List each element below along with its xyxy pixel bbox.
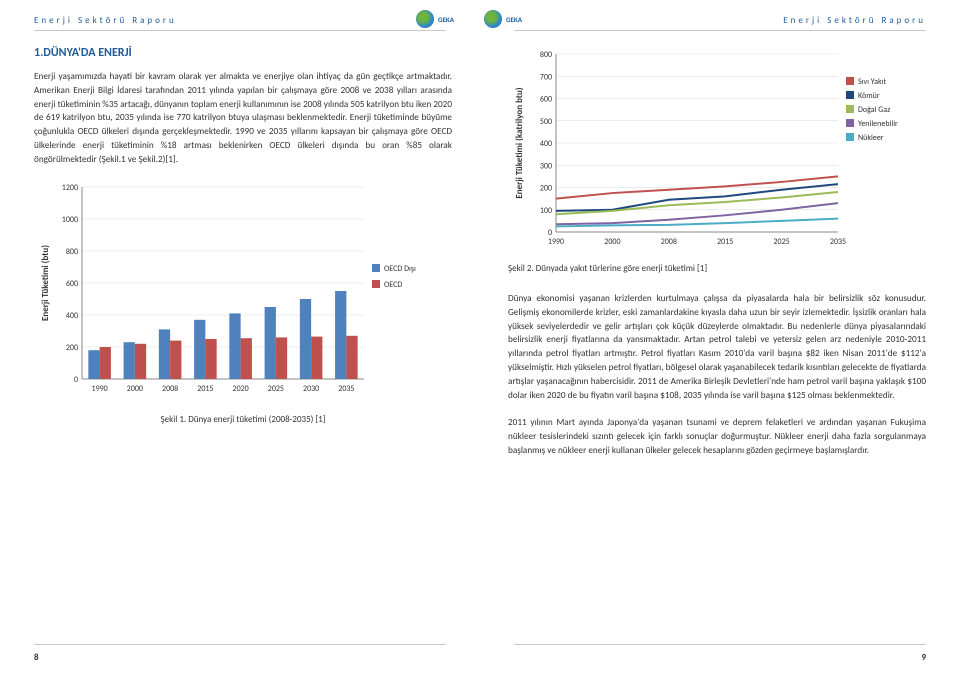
svg-text:Yenilenebilir: Yenilenebilir xyxy=(858,119,898,129)
paragraph-2: Dünya ekonomisi yaşanan krizlerden kurtu… xyxy=(508,292,926,402)
svg-text:0: 0 xyxy=(74,375,78,385)
chart1-caption: Şekil 1. Dünya enerji tüketimi (2008-203… xyxy=(34,414,452,425)
svg-text:2020: 2020 xyxy=(233,384,249,394)
chart2-caption: Şekil 2. Dünyada yakıt türlerine göre en… xyxy=(508,263,926,274)
svg-text:200: 200 xyxy=(66,343,78,353)
svg-text:2025: 2025 xyxy=(773,237,789,247)
svg-text:600: 600 xyxy=(540,95,552,105)
footer-rule-left xyxy=(34,644,446,645)
svg-text:OECD: OECD xyxy=(384,280,402,290)
svg-text:800: 800 xyxy=(66,247,78,257)
svg-text:200: 200 xyxy=(540,184,552,194)
svg-text:OECD Dışı: OECD Dışı xyxy=(384,264,416,274)
svg-text:1990: 1990 xyxy=(92,384,108,394)
svg-text:1000: 1000 xyxy=(62,215,78,225)
page-number-left: 8 xyxy=(34,652,39,663)
paragraph-3: 2011 yılının Mart ayında Japonya'da yaşa… xyxy=(508,416,926,457)
svg-text:2008: 2008 xyxy=(162,384,178,394)
svg-text:2030: 2030 xyxy=(303,384,319,394)
svg-text:Kömür: Kömür xyxy=(858,91,880,101)
svg-text:Nükleer: Nükleer xyxy=(858,133,884,143)
svg-text:2035: 2035 xyxy=(338,384,354,394)
header-bar-left: Enerji Sektörü Raporu xyxy=(34,12,446,28)
header-logo-left: GEKA xyxy=(416,10,476,28)
header-bar-right: Enerji Sektörü Raporu xyxy=(514,12,926,28)
page-right: Enerji Sektörü Raporu GEKA 0100200300400… xyxy=(480,0,960,675)
svg-text:100: 100 xyxy=(540,206,552,216)
svg-text:2000: 2000 xyxy=(127,384,143,394)
svg-text:400: 400 xyxy=(66,311,78,321)
chart1-bar: 0 200 400 600 800 1000 1200 1990 2000 2008 2015 202… xyxy=(34,177,434,407)
svg-text:Doğal Gaz: Doğal Gaz xyxy=(858,105,890,115)
svg-text:700: 700 xyxy=(540,72,552,82)
svg-text:800: 800 xyxy=(540,50,552,60)
chart2-line: 0100200300400500600700800199020002008201… xyxy=(508,46,918,256)
header-title-right: Enerji Sektörü Raporu xyxy=(783,15,926,26)
svg-text:1990: 1990 xyxy=(548,237,564,247)
logo-swirl-icon xyxy=(416,10,434,28)
page-left: Enerji Sektörü Raporu GEKA 1.DÜNYA'DA EN… xyxy=(0,0,480,675)
section-title: 1.DÜNYA'DA ENERJİ xyxy=(34,46,452,60)
svg-text:Enerji Tüketimi (btu): Enerji Tüketimi (btu) xyxy=(40,244,51,320)
svg-text:2000: 2000 xyxy=(604,237,620,247)
header-logo-right: GEKA xyxy=(484,10,544,28)
svg-text:Sıvı Yakıt: Sıvı Yakıt xyxy=(858,77,886,87)
header-rule xyxy=(514,30,926,31)
header-rule xyxy=(34,30,446,31)
svg-text:500: 500 xyxy=(540,117,552,127)
svg-text:600: 600 xyxy=(66,279,78,289)
chart2-frame: 0100200300400500600700800199020002008201… xyxy=(508,46,926,274)
svg-text:300: 300 xyxy=(540,161,552,171)
logo-text: GEKA xyxy=(438,15,454,24)
svg-text:Enerji Tüketimi (katrilyon btu: Enerji Tüketimi (katrilyon btu) xyxy=(514,87,525,198)
svg-text:2025: 2025 xyxy=(268,384,284,394)
logo-swirl-icon xyxy=(484,10,502,28)
chart1-frame: 0 200 400 600 800 1000 1200 1990 2000 2008 2015 202… xyxy=(34,177,452,425)
svg-text:2008: 2008 xyxy=(661,237,677,247)
svg-text:400: 400 xyxy=(540,139,552,149)
logo-text: GEKA xyxy=(506,15,522,24)
svg-text:1200: 1200 xyxy=(62,183,78,193)
svg-text:2015: 2015 xyxy=(197,384,213,394)
svg-text:2015: 2015 xyxy=(717,237,733,247)
svg-text:2035: 2035 xyxy=(830,237,846,247)
paragraph-1: Enerji yaşamımızda hayati bir kavram ola… xyxy=(34,70,452,167)
header-title-left: Enerji Sektörü Raporu xyxy=(34,15,177,26)
footer-rule-right xyxy=(514,644,926,645)
page-number-right: 9 xyxy=(921,652,926,663)
